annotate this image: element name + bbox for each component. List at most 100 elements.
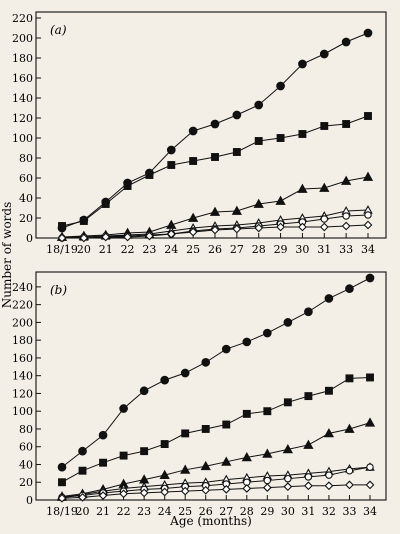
data-point-open-circle (320, 215, 329, 223)
x-tick-label: 24 (164, 243, 178, 256)
data-point-open-diamond (166, 229, 176, 239)
data-point-filled-circle (119, 404, 128, 413)
data-point-filled-square (189, 157, 198, 165)
data-point-open-diamond (57, 493, 67, 503)
x-tick-label: 29 (260, 505, 274, 518)
y-tick-label: 200 (12, 32, 33, 45)
data-point-open-diamond (210, 225, 220, 235)
data-point-filled-triangle (341, 175, 352, 185)
x-tick-label: 25 (186, 243, 200, 256)
x-tick-label: 20 (77, 243, 91, 256)
data-point-open-diamond (242, 484, 252, 493)
data-point-filled-square (201, 425, 210, 433)
data-point-filled-circle (324, 294, 334, 303)
data-point-filled-square (167, 161, 176, 169)
series-line-open-circle (61, 466, 371, 498)
data-point-filled-square (145, 171, 154, 179)
y-tick-label: 20 (19, 476, 33, 489)
data-point-filled-triangle (221, 456, 232, 466)
data-point-filled-circle (98, 430, 108, 440)
panel-a-frame (35, 11, 387, 239)
y-tick-label: 140 (12, 92, 33, 105)
data-point-filled-circle (139, 386, 149, 396)
data-point-filled-circle (298, 59, 307, 69)
x-tick-label: 28 (252, 243, 266, 256)
data-point-open-circle (345, 466, 354, 475)
data-point-filled-circle (232, 110, 242, 120)
x-axis-label: Age (months) (169, 514, 252, 528)
data-point-filled-square (304, 392, 313, 401)
panel-b-frame (35, 271, 387, 501)
data-point-filled-triangle (159, 469, 170, 480)
data-point-filled-triangle (303, 439, 314, 449)
data-point-filled-triangle (362, 171, 374, 181)
data-point-open-diamond (180, 486, 190, 496)
data-point-filled-triangle (188, 212, 199, 222)
data-point-filled-triangle (282, 444, 294, 454)
data-point-filled-square (160, 440, 169, 449)
data-point-open-diamond (221, 484, 231, 494)
y-tick-label: 120 (12, 387, 33, 400)
data-point-filled-square (263, 407, 272, 416)
data-point-open-diamond (119, 489, 128, 499)
data-point-open-circle (364, 211, 372, 219)
x-tick-label: 26 (199, 505, 213, 518)
x-tick-label: 18/19 (46, 505, 78, 518)
data-point-open-diamond (145, 231, 154, 241)
data-point-filled-square (211, 153, 219, 161)
data-point-open-diamond (324, 481, 334, 491)
data-point-open-diamond (57, 233, 67, 243)
data-point-open-circle (342, 212, 350, 220)
x-tick-label: 26 (208, 243, 222, 256)
x-tick-label: 18/19 (46, 243, 78, 256)
data-point-filled-square (58, 222, 66, 230)
data-point-filled-triangle (323, 428, 335, 438)
x-tick-label: 28 (240, 505, 254, 518)
data-point-open-circle (263, 476, 272, 485)
series-line-open-triangle (61, 466, 371, 498)
data-point-filled-circle (166, 145, 176, 155)
data-point-filled-circle (160, 375, 170, 385)
x-tick-label: 20 (76, 505, 90, 518)
y-tick-label: 220 (12, 12, 33, 25)
data-point-open-circle (304, 473, 313, 481)
data-point-open-diamond (365, 480, 375, 490)
y-tick-label: 20 (19, 212, 33, 225)
x-tick-label: 23 (142, 243, 156, 256)
x-tick-label: 27 (230, 243, 244, 256)
data-point-filled-triangle (209, 206, 221, 216)
data-point-open-diamond (101, 232, 111, 242)
y-tick-label: 200 (12, 316, 33, 329)
data-point-open-diamond (341, 221, 351, 231)
y-axis-label: Number of words (0, 202, 14, 309)
data-point-open-diamond (254, 223, 264, 233)
data-point-filled-triangle (319, 182, 330, 192)
series-line-filled-triangle (61, 422, 371, 497)
data-point-filled-square (366, 373, 374, 382)
y-tick-label: 0 (26, 494, 33, 507)
panel-a-label: (a) (50, 23, 67, 37)
data-point-filled-square (254, 137, 263, 145)
data-point-open-diamond (123, 232, 132, 242)
data-point-open-circle (284, 474, 292, 483)
x-tick-label: 32 (322, 505, 336, 518)
x-tick-label: 23 (137, 505, 151, 518)
data-point-filled-square (123, 182, 132, 190)
y-tick-label: 40 (19, 458, 33, 471)
y-tick-label: 80 (19, 152, 33, 165)
x-tick-label: 34 (361, 243, 375, 256)
data-point-filled-square (222, 420, 231, 429)
series-line-filled-circle (61, 277, 371, 468)
data-point-filled-circle (254, 100, 264, 110)
y-tick-label: 160 (12, 72, 33, 85)
x-tick-label: 22 (121, 243, 135, 256)
data-point-filled-circle (201, 358, 211, 367)
panel-b-label: (b) (50, 283, 67, 297)
data-point-open-diamond (78, 492, 87, 502)
data-point-filled-square (283, 398, 292, 407)
data-point-filled-circle (78, 446, 87, 456)
x-tick-label: 22 (117, 505, 131, 518)
